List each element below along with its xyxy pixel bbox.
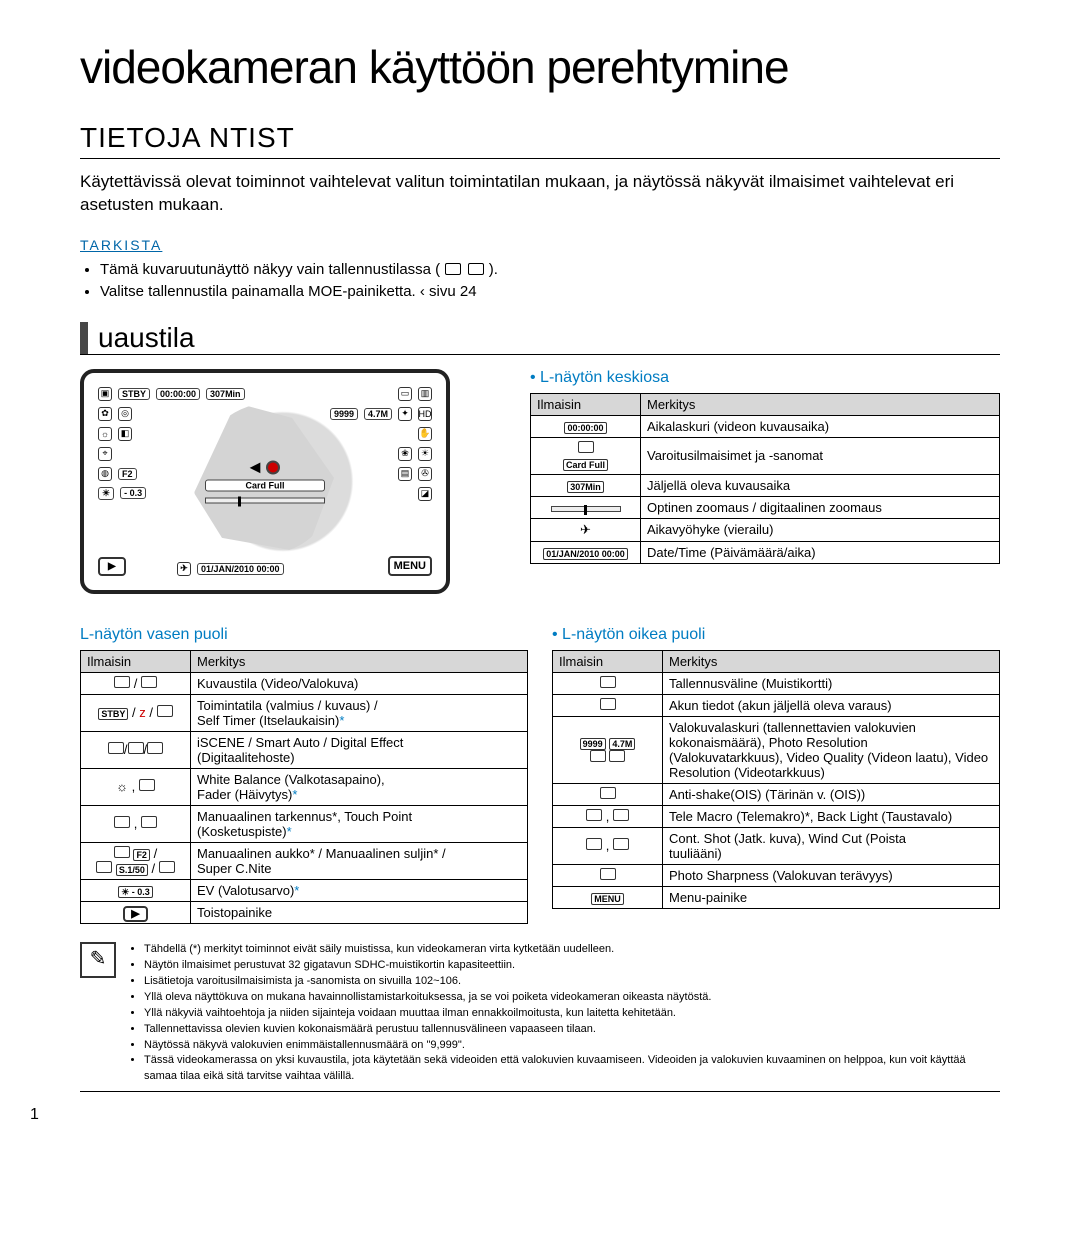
photo-mode-icon — [468, 263, 484, 275]
table-middle-block: L-näytön keskiosa Ilmaisin Merkitys 00:0… — [530, 369, 1000, 594]
stby-label: STBY — [118, 388, 150, 400]
plane-icon: ✈ — [580, 522, 591, 537]
left-heading: L-näytön vasen puoli — [80, 626, 528, 644]
heading-bar — [80, 322, 88, 354]
photos-label: 9999 — [330, 408, 358, 420]
batt-icon — [600, 698, 616, 710]
ev-pref: ☀ — [98, 487, 114, 500]
mode-heading: uaustila — [98, 322, 195, 354]
page-title: videokameran käyttöön perehtymine — [80, 40, 1000, 94]
minleft-label: 307Min — [206, 388, 245, 400]
footnote-item: Yllä oleva näyttökuva on mukana havainno… — [144, 990, 1000, 1006]
video-mode-icon — [445, 263, 461, 275]
check-list: Tämä kuvaruutunäyttö näkyy vain tallennu… — [80, 259, 1000, 304]
telemacro-icon: ❀ — [398, 447, 412, 461]
section-title: TIETOJA NTIST — [80, 122, 1000, 159]
quality-icon: ✦ — [398, 407, 412, 421]
mode-heading-row: uaustila — [80, 322, 1000, 355]
footnotes: ✎ Tähdellä (*) merkityt toiminnot eivät … — [80, 942, 1000, 1085]
table-left-block: L-näytön vasen puoli IlmaisinMerkitys / … — [80, 608, 528, 924]
check-item-1: Tämä kuvaruutunäyttö näkyy vain tallennu… — [100, 259, 1000, 282]
contshot-icon: ▤ — [398, 467, 412, 481]
footnote-item: Näytön ilmaisimet perustuvat 32 gigatavu… — [144, 958, 1000, 974]
table-right-block: L-näytön oikea puoli IlmaisinMerkitys Ta… — [552, 608, 1000, 924]
sharpness-icon: ◪ — [418, 487, 432, 501]
ev-label: - 0.3 — [120, 487, 146, 499]
focus-icon: ⌖ — [98, 447, 112, 461]
menu-button[interactable]: MENU — [388, 556, 432, 576]
check-label: TARKISTA — [80, 237, 1000, 253]
wb-icon: ☼ — [98, 427, 112, 441]
footnote-item: Tähdellä (*) merkityt toiminnot eivät sä… — [144, 942, 1000, 958]
footnote-item: Tässä videokamerassa on yksi kuvaustila,… — [144, 1053, 1000, 1085]
aperture-icon: ◍ — [98, 467, 112, 481]
nav-left-icon: ◀ — [250, 459, 261, 476]
card-warn-icon — [578, 441, 594, 453]
ois-icon: ✋ — [418, 427, 432, 441]
cardfull-label: Card Full — [205, 480, 325, 492]
footnote-item: Lisätietoja varoitusilmaisimista ja -san… — [144, 974, 1000, 990]
right-table: IlmaisinMerkitys Tallennusväline (Muisti… — [552, 650, 1000, 909]
lcd-preview: ▣ STBY 00:00:00 307Min ✿ ◎ ☼ ◧ ⌖ — [80, 369, 510, 594]
res-label: 4.7M — [364, 408, 392, 420]
play-button[interactable]: ▶ — [98, 557, 126, 576]
footnote-item: Tallennettavissa olevien kuvien kokonais… — [144, 1022, 1000, 1038]
right-heading: L-näytön oikea puoli — [552, 626, 1000, 644]
windcut-icon: ✇ — [418, 467, 432, 481]
sharp-icon — [600, 868, 616, 880]
record-icon — [266, 460, 280, 474]
middle-table: Ilmaisin Merkitys 00:00:00Aikalaskuri (v… — [530, 393, 1000, 564]
mid-col1: Ilmaisin — [531, 393, 641, 415]
date-label: 01/JAN/2010 00:00 — [197, 563, 284, 575]
mid-col2: Merkitys — [641, 393, 1000, 415]
scene-icon: ✿ — [98, 407, 112, 421]
sd-icon — [600, 676, 616, 688]
check-item-2: Valitse tallennustila painamalla MOE-pai… — [100, 281, 1000, 304]
page-number: 1 — [30, 1106, 39, 1124]
zoom-bar — [205, 498, 325, 504]
note-icon: ✎ — [80, 942, 116, 978]
backlight-icon: ☀ — [418, 447, 432, 461]
middle-heading: L-näytön keskiosa — [530, 369, 1000, 387]
timezone-icon: ✈ — [177, 562, 191, 576]
video-icon: ▣ — [98, 387, 112, 401]
hand-icon — [600, 787, 616, 799]
f-label: F2 — [118, 468, 137, 480]
footnote-item: Yllä näkyviä vaihtoehtoja ja niiden sija… — [144, 1006, 1000, 1022]
timer-label: 00:00:00 — [156, 388, 200, 400]
footnote-item: Näytössä näkyvä valokuvien enimmäistalle… — [144, 1038, 1000, 1054]
fader-icon: ◧ — [118, 427, 132, 441]
intro-text: Käytettävissä olevat toiminnot vaihtelev… — [80, 171, 1000, 217]
card-icon: ▭ — [398, 387, 412, 401]
effect-icon: ◎ — [118, 407, 132, 421]
left-table: IlmaisinMerkitys / Kuvaustila (Video/Val… — [80, 650, 528, 924]
battery-icon: ▥ — [418, 387, 432, 401]
resolution-icon: HD — [418, 407, 432, 421]
